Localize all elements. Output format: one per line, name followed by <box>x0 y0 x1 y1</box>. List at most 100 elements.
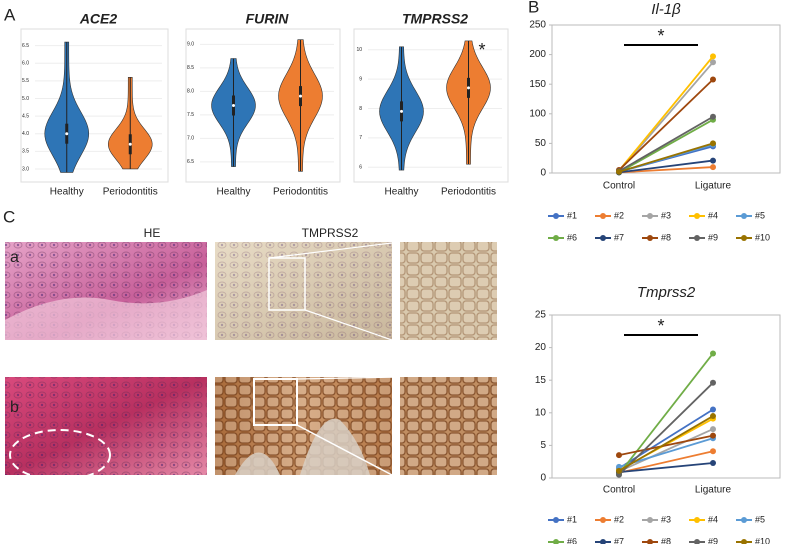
legend-marker <box>694 517 700 523</box>
point <box>710 379 716 386</box>
x-tick-label: Healthy <box>217 187 251 198</box>
x-tick-label: Control <box>603 181 635 192</box>
x-tick-label: Ligature <box>695 181 732 192</box>
zoom-texture-b <box>400 377 497 475</box>
zoom-texture-a <box>400 242 497 340</box>
legend-marker <box>647 213 653 219</box>
zoom-line <box>304 309 393 341</box>
legend-marker <box>647 235 653 241</box>
legend-label: #4 <box>708 210 718 220</box>
point <box>710 426 716 433</box>
x-tick-label: Healthy <box>385 187 419 198</box>
legend-label: #4 <box>708 514 718 524</box>
series-line <box>618 462 714 474</box>
series-line <box>618 434 714 457</box>
y-tick-label: 7 <box>359 135 362 141</box>
ihc-stroma-b <box>235 418 370 475</box>
y-tick-label: 9 <box>359 76 362 82</box>
series-line <box>618 428 714 473</box>
y-tick-label: 3.5 <box>22 149 29 155</box>
series-line <box>618 115 714 173</box>
y-tick-label: 4.0 <box>22 131 29 137</box>
legend-marker <box>694 235 700 241</box>
zoom-line <box>296 424 393 476</box>
point <box>710 460 716 467</box>
plot-frame <box>185 28 341 183</box>
y-tick-label: 50 <box>535 138 547 149</box>
point <box>710 406 716 413</box>
chart-title: ACE2 <box>79 11 118 27</box>
series-line <box>618 78 714 171</box>
panel-label: b <box>10 399 19 416</box>
legend-marker <box>553 235 559 241</box>
y-tick-label: 6.5 <box>187 159 194 165</box>
legend-label: #9 <box>708 536 718 544</box>
legend-label: #3 <box>661 514 671 524</box>
legend-marker <box>600 517 606 523</box>
series-line <box>618 142 714 173</box>
chart-title: FURIN <box>246 11 290 27</box>
legend-marker <box>741 235 747 241</box>
legend-marker <box>647 539 653 544</box>
y-tick-label: 10 <box>535 407 547 418</box>
y-tick-label: 6.0 <box>22 61 29 67</box>
violin-median <box>400 109 403 113</box>
chart-title: TMPRSS2 <box>402 11 468 27</box>
annotation: * <box>478 40 485 60</box>
legend-marker <box>741 517 747 523</box>
legend-label: #7 <box>614 232 624 242</box>
y-tick-label: 6 <box>359 165 362 171</box>
zoom-line <box>296 376 401 380</box>
y-tick-label: 4.5 <box>22 113 29 119</box>
point <box>616 467 622 474</box>
panel-label: a <box>10 249 19 266</box>
y-tick-label: 20 <box>535 342 547 353</box>
legend-label: #1 <box>567 210 577 220</box>
ihc-texture-a <box>215 242 392 340</box>
series-line <box>618 450 714 474</box>
y-tick-label: 25 <box>535 310 547 321</box>
violin-median <box>467 86 470 90</box>
violin-median <box>65 132 69 136</box>
y-tick-label: 5.5 <box>22 78 29 84</box>
legend-marker <box>694 539 700 544</box>
point <box>710 113 716 120</box>
y-tick-label: 8.5 <box>187 65 194 71</box>
x-tick-label: Periodontitis <box>441 187 496 198</box>
zoom-line <box>268 241 401 259</box>
panel-label: A <box>4 5 16 24</box>
x-tick-label: Control <box>603 485 635 496</box>
point <box>710 448 716 455</box>
legend-label: #2 <box>614 514 624 524</box>
legend-label: #1 <box>567 514 577 524</box>
point <box>710 164 716 171</box>
y-tick-label: 250 <box>529 20 546 31</box>
y-tick-label: 5.0 <box>22 96 29 102</box>
annotation: * <box>657 316 664 336</box>
violin-median <box>299 94 302 98</box>
series-line <box>618 166 714 174</box>
point <box>616 452 622 459</box>
y-tick-label: 200 <box>529 49 546 60</box>
legend-marker <box>553 213 559 219</box>
plot-frame <box>20 28 169 183</box>
y-tick-label: 0 <box>540 473 546 484</box>
y-tick-label: 7.0 <box>187 136 194 142</box>
point <box>710 157 716 164</box>
legend-label: #9 <box>708 232 718 242</box>
x-tick-label: Healthy <box>50 187 84 198</box>
legend-marker <box>600 235 606 241</box>
legend-marker <box>553 517 559 523</box>
column-header: TMPRSS2 <box>302 226 359 240</box>
panel-label: C <box>3 207 15 226</box>
series-line <box>618 382 714 476</box>
y-tick-label: 15 <box>535 375 547 386</box>
legend-label: #8 <box>661 536 671 544</box>
y-tick-label: 0 <box>540 168 546 179</box>
plot-frame <box>551 314 781 479</box>
series-line <box>618 159 714 174</box>
chart-title: Tmprss2 <box>637 284 696 301</box>
legend-label: #10 <box>755 232 770 242</box>
legend-label: #10 <box>755 536 770 544</box>
